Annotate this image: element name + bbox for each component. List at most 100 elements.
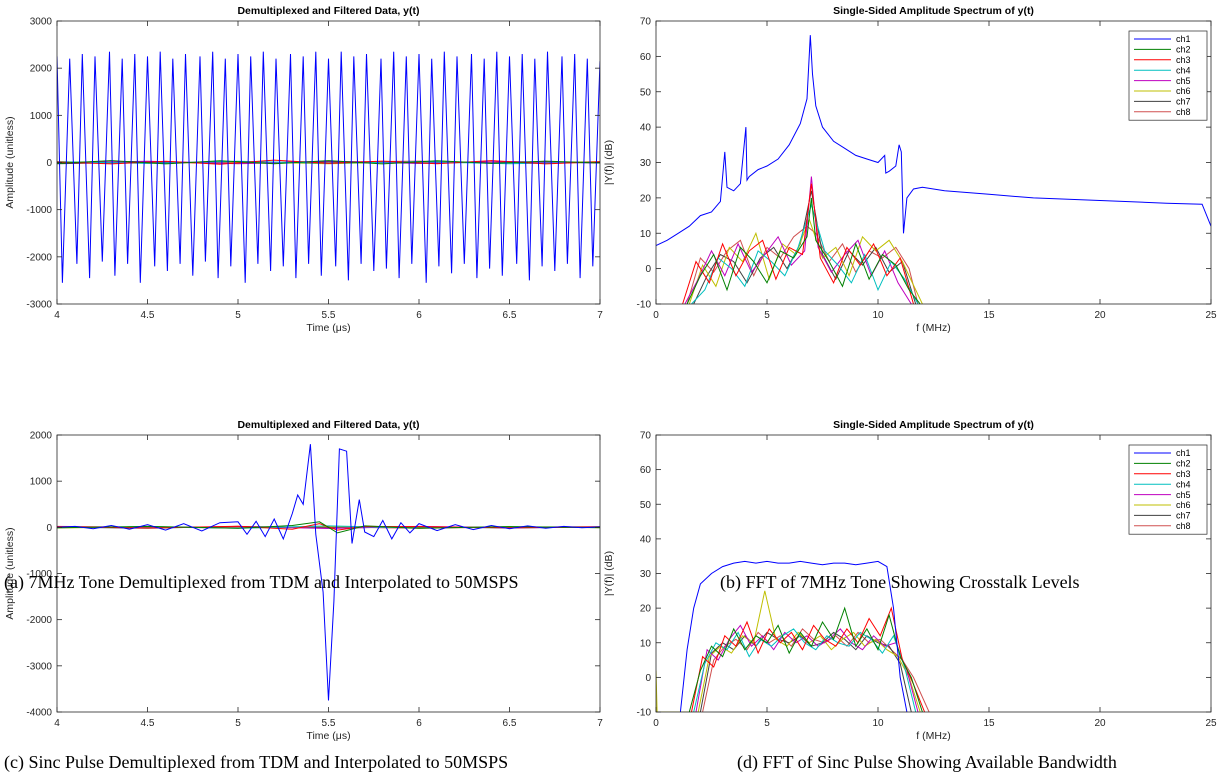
y-tick-label: -2000 — [26, 252, 52, 263]
y-tick-label: 10 — [640, 638, 652, 649]
x-tick-label: 0 — [653, 718, 659, 729]
x-tick-label: 4 — [54, 310, 60, 321]
series-line-ch1 — [57, 51, 600, 283]
y-tick-label: 3000 — [30, 17, 53, 28]
caption-c: (c) Sinc Pulse Demultiplexed from TDM an… — [4, 752, 509, 772]
legend-label-ch2: ch2 — [1176, 45, 1191, 55]
series-group — [57, 444, 600, 701]
chart-a: 4 4.5 5 5.5 6 6.5 7 -3000 -2000 -1000 0 1000 2000 300… — [4, 5, 603, 334]
x-tick-label: 4.5 — [141, 310, 155, 321]
series-line-ch3 — [691, 606, 926, 712]
y-tick-label: 0 — [645, 673, 651, 684]
series-line-ch1 — [656, 35, 1211, 247]
legend-box — [1128, 444, 1208, 535]
chart-c: 4 4.5 5 5.5 6 6.5 7 -4000 -3000 -2000 -1000 0 1000 20… — [4, 419, 603, 742]
x-tick-label: 6 — [416, 718, 422, 729]
x-tick-label: 0 — [653, 310, 659, 321]
x-tick-label: 20 — [1094, 718, 1106, 729]
legend-label-ch6: ch6 — [1176, 86, 1191, 96]
x-tick-label: 5.5 — [322, 310, 336, 321]
y-tick-label: 1000 — [30, 111, 53, 122]
legend-label-ch4: ch4 — [1176, 479, 1191, 489]
plot-frame — [655, 20, 1212, 305]
y-tick-label: 70 — [640, 17, 652, 28]
y-tick-label: 20 — [640, 193, 652, 204]
legend-label-ch8: ch8 — [1176, 521, 1191, 531]
legend-box — [1128, 30, 1208, 121]
x-tick-label: 6.5 — [503, 310, 517, 321]
y-tick-label: 2000 — [30, 431, 53, 442]
y-tick-label: 0 — [46, 523, 52, 534]
legend-label-ch7: ch7 — [1176, 97, 1191, 107]
series-line-ch3 — [57, 159, 600, 165]
x-tick-label: 4.5 — [141, 718, 155, 729]
y-tick-label: 60 — [640, 52, 652, 63]
y-tick-label: 0 — [46, 158, 52, 169]
x-tick-label: 15 — [983, 718, 995, 729]
y-tick-label: -10 — [637, 708, 652, 719]
x-tick-label: 7 — [597, 310, 603, 321]
legend-label-ch3: ch3 — [1176, 55, 1191, 65]
series-line-ch3 — [682, 183, 914, 304]
chart-title: Demultiplexed and Filtered Data, y(t) — [237, 419, 419, 431]
y-tick-label: 0 — [645, 264, 651, 275]
x-axis-label: Time (μs) — [306, 322, 350, 334]
y-tick-label: 60 — [640, 465, 652, 476]
caption-b: (b) FFT of 7MHz Tone Showing Crosstalk L… — [720, 572, 1080, 592]
series-group — [57, 51, 600, 283]
y-tick-label: 40 — [640, 123, 652, 134]
y-axis-label: |Y(f)| (dB) — [603, 140, 615, 185]
x-tick-label: 5 — [235, 310, 241, 321]
series-group — [656, 35, 1211, 304]
chart-title: Demultiplexed and Filtered Data, y(t) — [237, 5, 419, 17]
x-tick-label: 5 — [764, 310, 770, 321]
x-tick-label: 10 — [872, 310, 884, 321]
x-axis-label: f (MHz) — [916, 730, 950, 742]
series-group — [656, 560, 930, 712]
series-line-ch5 — [695, 624, 919, 712]
x-axis-label: Time (μs) — [306, 730, 350, 742]
caption-a: (a) 7MHz Tone Demultiplexed from TDM and… — [4, 572, 519, 592]
caption-d: (d) FFT of Sinc Pulse Showing Available … — [737, 752, 1117, 772]
x-tick-label: 5 — [764, 718, 770, 729]
y-tick-label: 30 — [640, 158, 652, 169]
y-tick-label: 20 — [640, 604, 652, 615]
x-tick-label: 4 — [54, 718, 60, 729]
y-tick-label: -3000 — [26, 300, 52, 311]
x-tick-label: 15 — [983, 310, 995, 321]
y-tick-label: 50 — [640, 500, 652, 511]
y-tick-label: -10 — [637, 300, 652, 311]
legend-label-ch6: ch6 — [1176, 500, 1191, 510]
x-tick-label: 10 — [872, 718, 884, 729]
y-axis-label: |Y(f)| (dB) — [603, 551, 615, 596]
x-axis-label: f (MHz) — [916, 322, 950, 334]
legend-label-ch3: ch3 — [1176, 469, 1191, 479]
x-tick-label: 25 — [1205, 310, 1217, 321]
y-tick-label: 30 — [640, 569, 652, 580]
series-line-ch1 — [57, 444, 600, 701]
y-tick-label: 10 — [640, 229, 652, 240]
y-axis-label: Amplitude (unitless) — [4, 527, 16, 619]
x-tick-label: 7 — [597, 718, 603, 729]
y-tick-label: 50 — [640, 87, 652, 98]
chart-d: 0 5 10 15 20 25-10010203040506070Single-Sided… — [603, 419, 1217, 742]
chart-title: Single-Sided Amplitude Spectrum of y(t) — [833, 419, 1034, 431]
series-line-ch5 — [684, 176, 912, 304]
y-tick-label: -2000 — [26, 615, 52, 626]
series-line-ch1 — [679, 560, 908, 712]
legend-label-ch7: ch7 — [1176, 511, 1191, 521]
x-tick-label: 6 — [416, 310, 422, 321]
legend-label-ch8: ch8 — [1176, 107, 1191, 117]
x-tick-label: 6.5 — [503, 718, 517, 729]
series-line-ch2 — [686, 197, 921, 304]
y-axis-label: Amplitude (unitless) — [4, 116, 16, 208]
x-tick-label: 20 — [1094, 310, 1106, 321]
y-tick-label: 2000 — [30, 64, 53, 75]
chart-title: Single-Sided Amplitude Spectrum of y(t) — [833, 5, 1034, 17]
y-tick-label: 70 — [640, 431, 652, 442]
legend-label-ch5: ch5 — [1176, 490, 1191, 500]
x-tick-label: 5 — [235, 718, 241, 729]
chart-b: 0 5 10 15 20 25-10010203040506070Single-Sided… — [603, 5, 1217, 334]
